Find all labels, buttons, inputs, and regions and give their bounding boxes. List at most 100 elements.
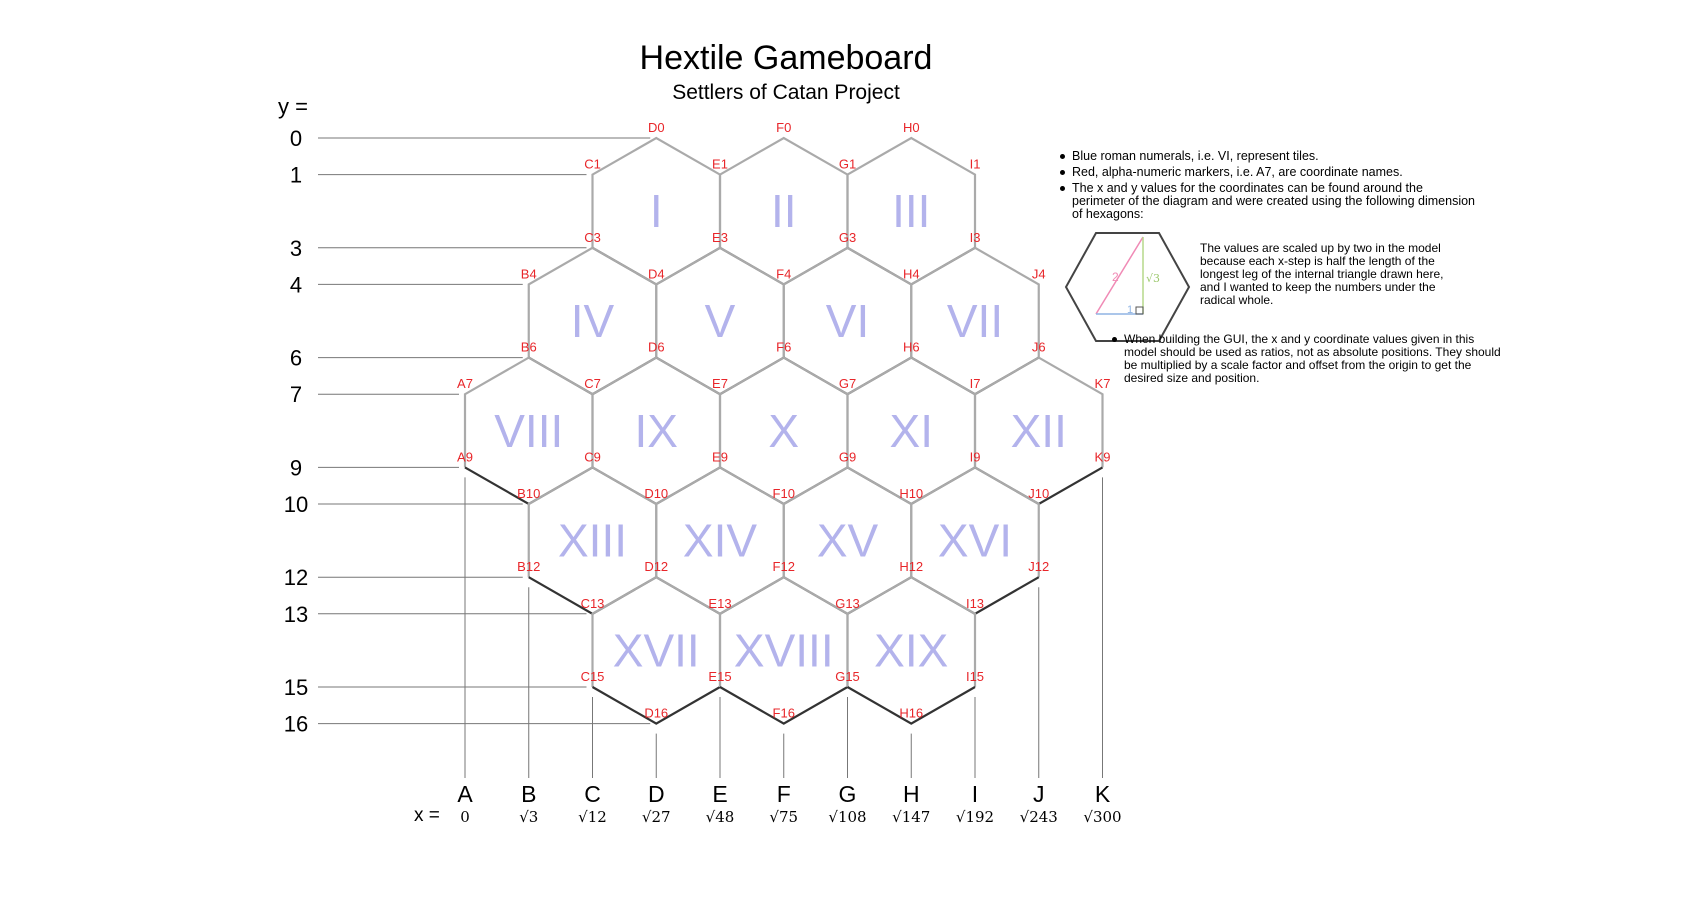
tile-edge-upper — [910, 466, 1040, 578]
tile-numeral: III — [892, 185, 930, 237]
x-value-C: √12 — [578, 808, 607, 826]
tile-XV: XV — [782, 466, 913, 616]
coord-I15: I15 — [966, 669, 984, 684]
page-title: Hextile Gameboard — [640, 39, 933, 77]
coord-C15: C15 — [581, 669, 605, 684]
tile-numeral: XVI — [938, 515, 1012, 567]
coord-B6: B6 — [521, 340, 537, 355]
y-tick-13: 13 — [284, 602, 308, 627]
x-column-F: F — [777, 781, 791, 807]
coord-J10: J10 — [1028, 486, 1049, 501]
tile-III: III — [846, 136, 977, 286]
coord-F0: F0 — [776, 120, 791, 135]
example-hexagon — [1064, 232, 1191, 342]
tile-numeral: VI — [826, 295, 869, 347]
tile-numeral: V — [705, 295, 736, 347]
coord-E7: E7 — [712, 376, 728, 391]
coord-F10: F10 — [773, 486, 795, 501]
y-tick-9: 9 — [290, 455, 302, 480]
legend-notes: Blue roman numerals, i.e. VI, represent … — [1058, 150, 1478, 224]
tile-numeral: X — [768, 405, 799, 457]
coord-B10: B10 — [517, 486, 540, 501]
coord-E13: E13 — [708, 596, 731, 611]
note-dimensions: The x and y values for the coordinates c… — [1058, 182, 1478, 221]
coord-J6: J6 — [1032, 340, 1046, 355]
tile-XVIII: XVIII — [718, 575, 849, 725]
tile-numeral: XVII — [613, 624, 700, 676]
tile-XII: XII — [973, 356, 1104, 506]
coord-A7: A7 — [457, 376, 473, 391]
coord-G9: G9 — [839, 449, 856, 464]
tile-VI: VI — [782, 246, 913, 396]
y-tick-7: 7 — [290, 382, 302, 407]
coord-E9: E9 — [712, 449, 728, 464]
coord-C9: C9 — [584, 449, 601, 464]
coord-H0: H0 — [903, 120, 920, 135]
coord-B12: B12 — [517, 559, 540, 574]
tile-numeral: XIX — [874, 624, 948, 676]
coord-E3: E3 — [712, 230, 728, 245]
tile-edge-lower — [719, 686, 849, 725]
hypotenuse-label: 2 — [1112, 270, 1119, 284]
tile-numeral: II — [771, 185, 797, 237]
y-tick-15: 15 — [284, 675, 308, 700]
x-value-G: √108 — [828, 808, 866, 826]
page-subtitle: Settlers of Catan Project — [672, 81, 900, 104]
x-value-B: √3 — [519, 808, 538, 826]
tile-numeral: XV — [817, 515, 879, 567]
tile-XVII: XVII — [591, 575, 722, 725]
long-leg-label: √3 — [1146, 272, 1160, 285]
coord-I13: I13 — [966, 596, 984, 611]
coord-G7: G7 — [839, 376, 856, 391]
tile-VII: VII — [910, 246, 1040, 396]
coord-D6: D6 — [648, 340, 665, 355]
x-column-D: D — [648, 781, 665, 807]
x-column-I: I — [972, 781, 978, 807]
note-coordinates: Red, alpha-numeric markers, i.e. A7, are… — [1058, 166, 1478, 179]
x-column-G: G — [839, 781, 857, 807]
coord-C13: C13 — [581, 596, 605, 611]
y-tick-16: 16 — [284, 712, 308, 737]
tile-edge-upper — [846, 575, 977, 687]
x-value-J: √243 — [1020, 808, 1058, 826]
coord-F4: F4 — [776, 266, 791, 281]
scale-note: The values are scaled up by two in the m… — [1200, 241, 1444, 307]
tile-numeral: XIV — [683, 515, 757, 567]
x-value-H: √147 — [892, 808, 930, 826]
coord-H16: H16 — [899, 706, 923, 721]
coord-G1: G1 — [839, 157, 856, 172]
coord-C1: C1 — [584, 157, 601, 172]
tile-V: V — [655, 246, 785, 396]
x-value-I: √192 — [956, 808, 994, 826]
tile-II: II — [718, 136, 849, 286]
coord-I1: I1 — [970, 157, 981, 172]
coord-D0: D0 — [648, 120, 665, 135]
y-axis-label: y = — [278, 94, 308, 119]
coord-C7: C7 — [584, 376, 601, 391]
tile-edge-lower — [591, 686, 721, 725]
coord-J12: J12 — [1028, 559, 1049, 574]
coord-F16: F16 — [773, 706, 795, 721]
tile-XIV: XIV — [655, 466, 785, 616]
coord-I9: I9 — [970, 449, 981, 464]
tile-numeral: VII — [947, 295, 1003, 347]
coord-G15: G15 — [835, 669, 860, 684]
coord-E1: E1 — [712, 157, 728, 172]
tile-edge-upper — [846, 136, 977, 248]
tile-X: X — [718, 356, 849, 506]
coord-E15: E15 — [708, 669, 731, 684]
coord-G13: G13 — [835, 596, 860, 611]
tile-edge-upper — [973, 356, 1104, 468]
tile-numeral: VIII — [494, 405, 563, 457]
y-tick-1: 1 — [290, 163, 302, 188]
tile-XI: XI — [846, 356, 977, 506]
x-value-D: √27 — [642, 808, 671, 826]
tile-numeral: XI — [890, 405, 933, 457]
right-angle-marker — [1135, 306, 1144, 315]
x-value-A: 0 — [460, 808, 470, 826]
x-column-J: J — [1033, 781, 1045, 807]
tile-numeral: IX — [635, 405, 678, 457]
